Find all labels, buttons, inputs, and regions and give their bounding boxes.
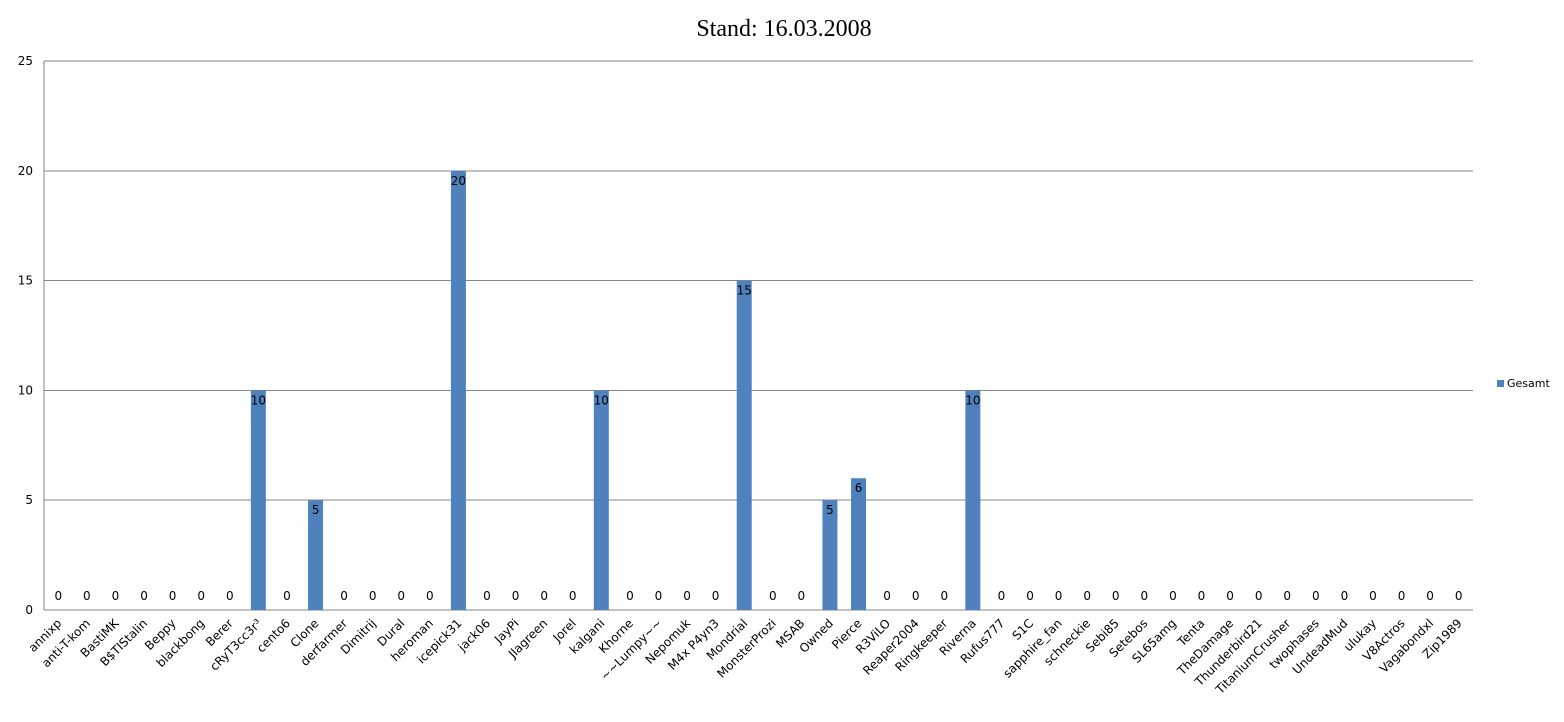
data-label: 10 bbox=[594, 393, 609, 407]
data-label: 0 bbox=[197, 589, 205, 603]
data-label: 0 bbox=[83, 589, 91, 603]
y-axis-ticks: 0 5 10 15 20 25 bbox=[18, 54, 33, 617]
y-tick-label: 20 bbox=[18, 164, 33, 178]
y-tick-label: 5 bbox=[25, 493, 33, 507]
data-label: 0 bbox=[1169, 589, 1177, 603]
data-label: 10 bbox=[251, 393, 266, 407]
data-labels: 0 0 0 0 0 0 0 10 0 5 0 0 0 0 20 0 0 0 0 10 0 0 0 0 15 0 0 5 6 0 0 0 10 0 0… bbox=[54, 174, 1462, 603]
data-label: 0 bbox=[54, 589, 62, 603]
y-tick-label: 15 bbox=[18, 274, 33, 288]
data-label: 0 bbox=[1055, 589, 1063, 603]
data-label: 0 bbox=[1426, 589, 1434, 603]
legend: Gesamt bbox=[1497, 377, 1550, 390]
data-label: 0 bbox=[798, 589, 806, 603]
chart-title: Stand: 16.03.2008 bbox=[696, 16, 871, 42]
data-label: 0 bbox=[655, 589, 663, 603]
bar bbox=[308, 500, 324, 610]
bar bbox=[822, 500, 838, 610]
data-label: 0 bbox=[226, 589, 234, 603]
bars bbox=[250, 170, 981, 611]
data-label: 5 bbox=[312, 503, 320, 517]
data-label: 10 bbox=[965, 393, 980, 407]
bar bbox=[965, 390, 981, 610]
data-label: 0 bbox=[1312, 589, 1320, 603]
data-label: 0 bbox=[683, 589, 691, 603]
data-label: 0 bbox=[1141, 589, 1149, 603]
data-label: 0 bbox=[769, 589, 777, 603]
data-label: 0 bbox=[1283, 589, 1291, 603]
data-label: 0 bbox=[426, 589, 434, 603]
data-label: 0 bbox=[140, 589, 148, 603]
data-label: 0 bbox=[1369, 589, 1377, 603]
data-label: 6 bbox=[855, 481, 863, 495]
y-tick-label: 25 bbox=[18, 54, 33, 68]
y-tick-label: 0 bbox=[25, 603, 33, 617]
y-tick-label: 10 bbox=[18, 383, 33, 397]
data-label: 0 bbox=[340, 589, 348, 603]
bar bbox=[851, 478, 867, 610]
data-label: 15 bbox=[737, 284, 752, 298]
data-label: 0 bbox=[912, 589, 920, 603]
data-label: 0 bbox=[1226, 589, 1234, 603]
x-axis-labels: annixpanti-T-komBastiMKB$TIStalinBeppybl… bbox=[26, 615, 1465, 697]
data-label: 0 bbox=[712, 589, 720, 603]
data-label: 0 bbox=[1255, 589, 1263, 603]
bar bbox=[736, 280, 752, 610]
data-label: 0 bbox=[569, 589, 577, 603]
data-label: 0 bbox=[1112, 589, 1120, 603]
data-label: 5 bbox=[826, 503, 834, 517]
data-label: 0 bbox=[369, 589, 377, 603]
data-label: 0 bbox=[998, 589, 1006, 603]
data-label: 20 bbox=[451, 174, 466, 188]
data-label: 0 bbox=[512, 589, 520, 603]
data-label: 0 bbox=[1083, 589, 1091, 603]
legend-label: Gesamt bbox=[1507, 377, 1550, 390]
data-label: 0 bbox=[540, 589, 548, 603]
data-label: 0 bbox=[1455, 589, 1463, 603]
bar bbox=[250, 390, 266, 610]
data-label: 0 bbox=[169, 589, 177, 603]
data-label: 0 bbox=[1198, 589, 1206, 603]
legend-swatch bbox=[1497, 380, 1504, 387]
data-label: 0 bbox=[626, 589, 634, 603]
data-label: 0 bbox=[1341, 589, 1349, 603]
bar bbox=[593, 390, 609, 610]
data-label: 0 bbox=[940, 589, 948, 603]
bar bbox=[450, 170, 466, 611]
data-label: 0 bbox=[283, 589, 291, 603]
data-label: 0 bbox=[397, 589, 405, 603]
data-label: 0 bbox=[112, 589, 120, 603]
data-label: 0 bbox=[1398, 589, 1406, 603]
data-label: 0 bbox=[883, 589, 891, 603]
gridlines bbox=[43, 60, 1473, 611]
data-label: 0 bbox=[483, 589, 491, 603]
data-label: 0 bbox=[1026, 589, 1034, 603]
